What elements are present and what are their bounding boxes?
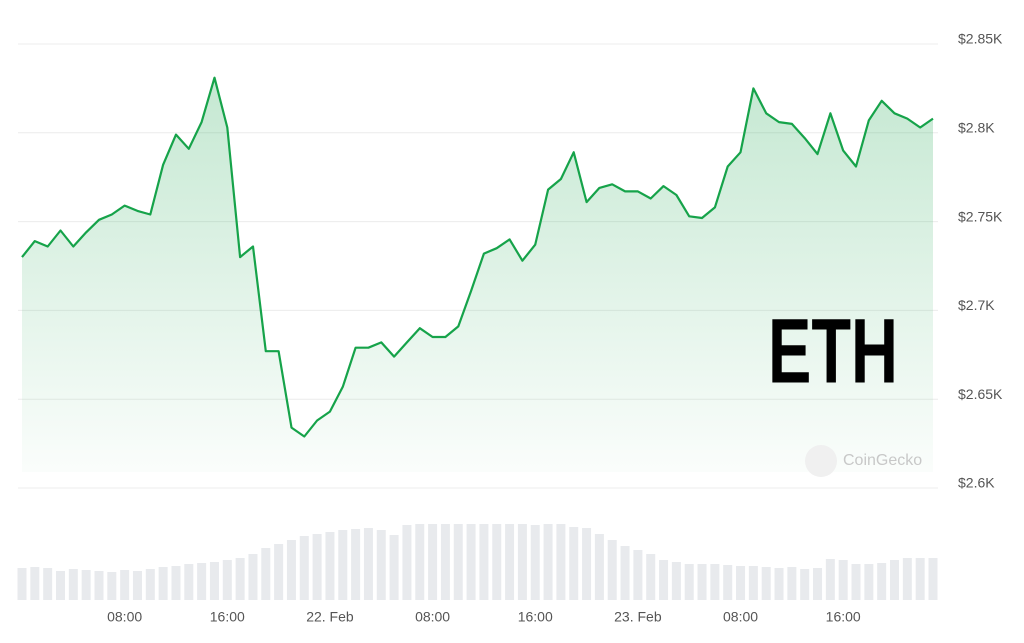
x-tick-label: 16:00 bbox=[826, 609, 861, 625]
volume-bar bbox=[107, 572, 117, 600]
volume-bar bbox=[466, 524, 476, 600]
volume-bar bbox=[748, 566, 758, 600]
volume-bar bbox=[402, 525, 412, 600]
volume-bar bbox=[851, 564, 861, 600]
volume-bar bbox=[582, 528, 592, 600]
plot: $2.85K $2.8K $2.75K $2.7K $2.65K $2.6K 08:00 16… bbox=[17, 31, 1003, 625]
volume-bar bbox=[158, 567, 168, 600]
volume-bar bbox=[43, 568, 53, 600]
volume-bar bbox=[492, 524, 502, 600]
volume-bar bbox=[569, 527, 579, 600]
volume-bar bbox=[774, 568, 784, 600]
volume-bar bbox=[864, 564, 874, 600]
volume-bar bbox=[351, 529, 361, 600]
volume-bar bbox=[517, 524, 527, 600]
volume-bar bbox=[286, 540, 296, 600]
volume-bar bbox=[376, 530, 386, 600]
volume-bar bbox=[145, 569, 155, 600]
watermark: CoinGecko bbox=[843, 452, 922, 469]
volume-bar bbox=[132, 571, 142, 600]
volume-bar bbox=[235, 558, 245, 600]
volume-bar bbox=[415, 524, 425, 600]
volume-bar bbox=[68, 569, 78, 600]
volume-bar bbox=[184, 564, 194, 600]
volume-bar bbox=[620, 546, 630, 600]
volume-bar bbox=[890, 560, 900, 600]
y-tick-label: $2.8K bbox=[958, 120, 995, 136]
y-tick-label: $2.75K bbox=[958, 208, 1003, 224]
volume-bar bbox=[813, 568, 823, 600]
y-tick-label: $2.85K bbox=[958, 31, 1003, 47]
volume-bar bbox=[761, 567, 771, 600]
volume-bar bbox=[838, 560, 848, 600]
y-tick-label: $2.7K bbox=[958, 297, 995, 313]
volume-bar bbox=[902, 558, 912, 600]
volume-bar bbox=[17, 568, 27, 600]
volume-bar bbox=[261, 548, 271, 600]
volume-bar bbox=[607, 540, 617, 600]
x-tick-label: 16:00 bbox=[518, 609, 553, 625]
volume-bar bbox=[338, 530, 348, 600]
volume-bar bbox=[81, 570, 91, 600]
volume-bar bbox=[825, 559, 835, 600]
volume-bar bbox=[299, 536, 309, 600]
volume-bar bbox=[274, 544, 284, 600]
volume-bar bbox=[684, 564, 694, 600]
volume-bar bbox=[171, 566, 181, 600]
y-tick-label: $2.65K bbox=[958, 386, 1003, 402]
volume-bar bbox=[646, 554, 656, 600]
volume-bar bbox=[530, 525, 540, 600]
volume-bar bbox=[94, 571, 104, 600]
volume-bar bbox=[928, 558, 938, 600]
volume-bar bbox=[723, 565, 733, 600]
volume-bar bbox=[197, 563, 207, 600]
volume-bar bbox=[697, 564, 707, 600]
volume-bar bbox=[877, 563, 887, 600]
x-tick-label: 08:00 bbox=[107, 609, 142, 625]
chart-title: ETH bbox=[768, 300, 898, 402]
volume-bar bbox=[556, 524, 566, 600]
x-tick-label: 08:00 bbox=[723, 609, 758, 625]
volume-bar bbox=[55, 571, 65, 600]
volume-bar bbox=[479, 524, 489, 600]
x-tick-label: 08:00 bbox=[415, 609, 450, 625]
volume-bar bbox=[453, 524, 463, 600]
volume-bar bbox=[312, 534, 322, 600]
volume-bar bbox=[209, 562, 219, 600]
volume-bar bbox=[710, 564, 720, 600]
volume-bar bbox=[428, 524, 438, 600]
volume-bar bbox=[505, 524, 515, 600]
volume-bar bbox=[633, 550, 643, 600]
volume-bar bbox=[736, 566, 746, 600]
volume-bar bbox=[120, 570, 130, 600]
volume-bar bbox=[248, 554, 258, 600]
volume-bar bbox=[787, 567, 797, 600]
volume-bar bbox=[389, 535, 399, 600]
price-line bbox=[21, 76, 934, 438]
volume-bar bbox=[800, 569, 810, 600]
y-tick-label: $2.6K bbox=[958, 475, 995, 491]
volume-bar bbox=[222, 560, 232, 600]
watermark-logo bbox=[805, 445, 837, 477]
volume-bar bbox=[671, 562, 681, 600]
volume-bar bbox=[30, 567, 40, 600]
volume-bar bbox=[543, 524, 553, 600]
volume-bar bbox=[915, 558, 925, 600]
x-tick-label: 22. Feb bbox=[306, 609, 354, 625]
x-tick-label: 16:00 bbox=[210, 609, 245, 625]
volume-bar bbox=[363, 528, 373, 600]
volume-bar bbox=[325, 532, 335, 600]
volume-bar bbox=[659, 560, 669, 600]
volume-bar bbox=[440, 524, 450, 600]
volume-bar bbox=[594, 534, 604, 600]
x-tick-label: 23. Feb bbox=[614, 609, 662, 625]
